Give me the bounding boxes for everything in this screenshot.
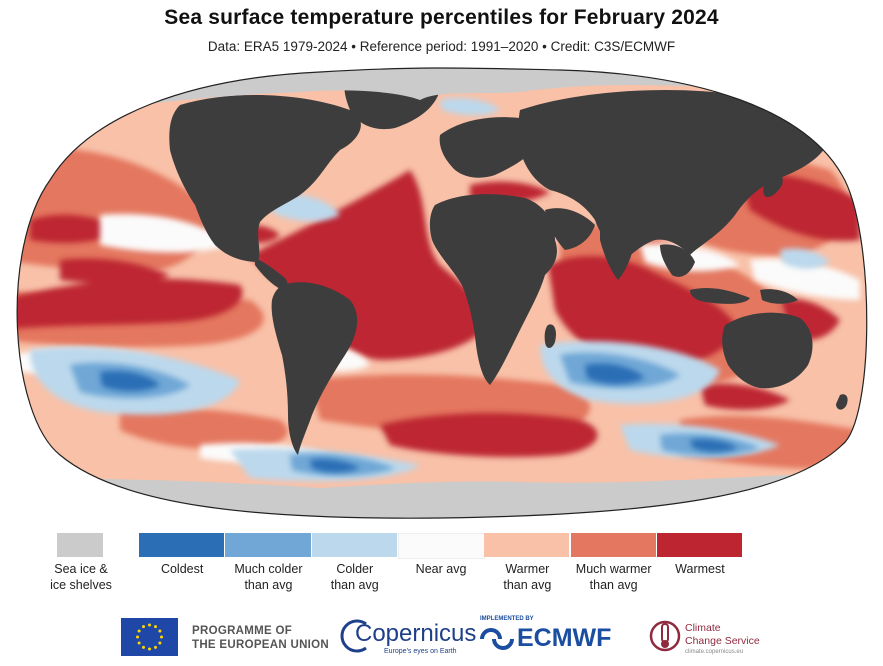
ecmwf-logo-text: ECMWF [517,624,612,652]
ecmwf-waves-icon [480,628,514,650]
copernicus-c-icon [340,619,367,653]
new-zealand [836,394,848,410]
legend: Sea ice & ice shelves Coldest Much colder… [0,533,883,603]
legend-label-3: Near avg [415,562,467,576]
legend-swatch-4 [484,533,570,557]
asia [518,90,830,262]
japan [763,169,783,197]
globe-outline [16,67,868,519]
legend-swatch-5 [570,533,656,557]
legend-swatch-0 [139,533,225,557]
sst-percentile-map [16,67,868,519]
copernicus-tagline: Europe's eyes on Earth [384,648,457,655]
north-america [169,94,361,262]
legend-label-sea-ice: Sea ice & ice shelves [50,562,112,592]
map-subtitle: Data: ERA5 1979-2024 • Reference period:… [207,39,676,54]
legend-label-0: Coldest [160,562,204,576]
new-guinea [760,289,798,304]
legend-label-6: Warmest [675,562,725,576]
map-title: Sea surface temperature percentiles for … [164,6,719,29]
climate-copernicus-url: climate.copernicus.eu [685,649,744,655]
arabia [545,208,595,250]
copernicus-logo-text: Copernicus [355,620,477,647]
legend-label-4: Warmer than avg [503,562,552,592]
legend-swatch-sea-ice [57,533,103,557]
logo-bar: PROGRAMME OF THE EUROPEAN UNION Copernic… [0,610,883,666]
central-america [255,258,288,290]
australia [722,312,813,389]
eu-programme-text: PROGRAMME OF THE EUROPEAN UNION [192,625,330,651]
legend-swatch-2 [311,533,397,557]
africa [429,194,557,385]
legend-label-2: Colder than avg [330,562,379,592]
legend-label-1: Much colder than avg [234,562,303,592]
land-masses [169,75,848,455]
south-america [271,282,358,455]
legend-swatch-3 [397,533,486,559]
climate-change-service-text: Climate Change Service [685,622,760,647]
climate-change-service-icon [649,620,681,652]
indonesia [690,287,750,304]
legend-label-5: Much warmer than avg [575,562,652,592]
globe-content [17,68,867,519]
coldest-areas [100,363,738,473]
legend-swatch-6 [656,533,743,557]
legend-swatch-1 [225,533,311,557]
southeast-asia [660,244,695,277]
ecmwf-implemented-by: IMPLEMENTED BY [480,616,534,622]
europe [439,117,540,178]
eu-flag-logo [121,618,178,656]
madagascar [544,324,557,348]
india [600,224,635,280]
